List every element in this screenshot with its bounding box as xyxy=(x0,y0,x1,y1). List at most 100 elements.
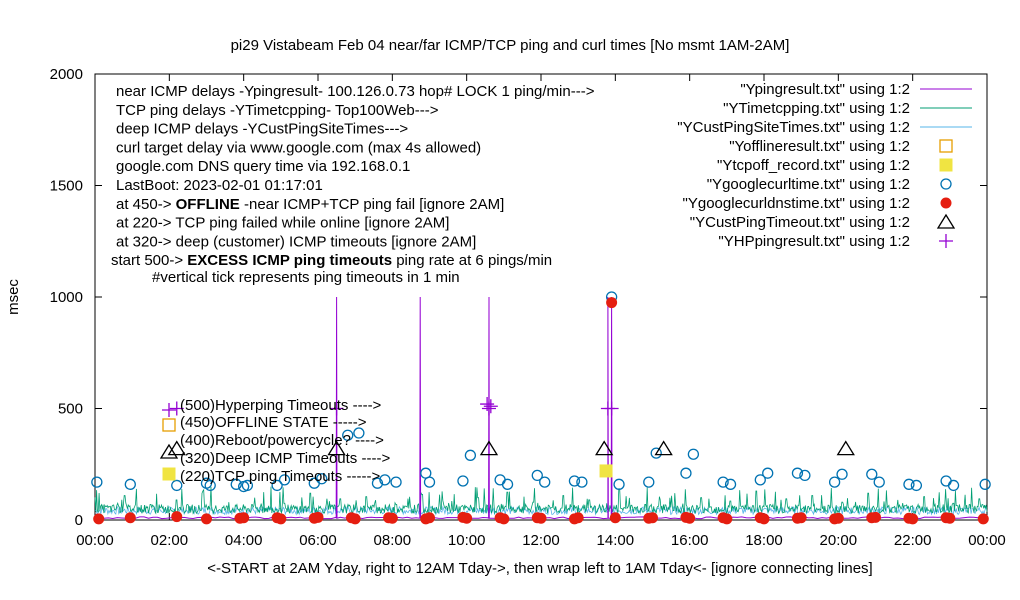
curl-time-point xyxy=(643,476,655,488)
curl-time-point xyxy=(940,475,952,487)
curl-time-point xyxy=(271,479,283,492)
key-note: (450)OFFLINE STATE -----> xyxy=(180,414,367,431)
x-tick-label: 08:00 xyxy=(374,532,412,549)
x-tick-label: 14:00 xyxy=(597,532,635,549)
x-tick-label: 02:00 xyxy=(151,532,189,549)
legend-label: "Ygooglecurldnstime.txt" using 1:2 xyxy=(683,195,910,212)
curl-time-point xyxy=(494,474,506,486)
x-tick-label: 10:00 xyxy=(448,532,486,549)
info-line: TCP ping delays -YTimetcpping- Top100Web… xyxy=(116,102,439,119)
curl-time-point xyxy=(204,479,216,492)
curl-time-point xyxy=(379,474,391,486)
curl-time-point xyxy=(539,476,551,488)
x-tick-label: 18:00 xyxy=(745,532,783,549)
legend-label: "Yofflineresult.txt" using 1:2 xyxy=(729,138,910,155)
status-line: at 220-> TCP ping failed while online [i… xyxy=(116,215,449,232)
dns-time-point xyxy=(124,512,136,524)
y-tick-label: 1000 xyxy=(50,289,83,306)
curl-time-point xyxy=(531,469,543,482)
info-line: deep ICMP delays -YCustPingSiteTimes---> xyxy=(116,121,408,138)
dns-time-point xyxy=(870,511,881,523)
curl-time-point xyxy=(230,478,242,490)
legend-label: "YCustPingTimeout.txt" using 1:2 xyxy=(690,214,910,231)
curl-time-point xyxy=(979,478,991,490)
curl-time-point xyxy=(799,469,811,482)
legend-label: "Ypingresult.txt" using 1:2 xyxy=(740,81,910,98)
key-note: (400)Reboot/powercycle? ----> xyxy=(180,432,384,449)
dns-time-point xyxy=(647,512,658,524)
y-tick-label: 2000 xyxy=(50,66,83,83)
curl-time-point xyxy=(464,449,477,461)
dns-time-point xyxy=(171,511,183,523)
legend-label: "Ytcpoff_record.txt" using 1:2 xyxy=(717,157,910,174)
dns-time-point xyxy=(535,512,547,524)
key-deep-marker xyxy=(159,443,179,459)
status-line: at 450-> OFFLINE -near ICMP+TCP ping fai… xyxy=(116,196,504,213)
hyperping-timeout-point xyxy=(604,401,619,416)
x-tick-label: 00:00 xyxy=(968,532,1006,549)
dns-time-point xyxy=(832,512,844,524)
dns-time-point xyxy=(275,513,287,525)
dns-time-point xyxy=(606,297,618,309)
hyperping-timeout-point xyxy=(169,401,184,416)
legend-label: "YCustPingSiteTimes.txt" using 1:2 xyxy=(677,119,910,136)
x-tick-label: 06:00 xyxy=(299,532,337,549)
curl-time-point xyxy=(836,468,848,480)
curl-time-point xyxy=(828,476,841,488)
x-tick-label: 12:00 xyxy=(522,532,560,549)
info-line: LastBoot: 2023-02-01 01:17:01 xyxy=(116,177,323,194)
status-line: start 500-> EXCESS ICMP ping timeouts pi… xyxy=(111,252,552,269)
curl-time-point xyxy=(371,477,384,489)
dns-time-point xyxy=(312,511,324,523)
curl-time-point xyxy=(762,467,774,479)
curl-time-point xyxy=(124,478,136,490)
curl-time-point xyxy=(717,476,729,488)
curl-time-point xyxy=(171,479,183,492)
key-note: (500)Hyperping Timeouts ----> xyxy=(180,397,382,414)
deep-timeout-point xyxy=(595,440,614,456)
x-tick-label: 00:00 xyxy=(76,532,114,549)
curl-time-point xyxy=(423,476,436,488)
legend-label: "YTimetcpping.txt" using 1:2 xyxy=(723,100,910,117)
curl-time-point xyxy=(680,467,692,479)
legend-marker xyxy=(939,139,953,153)
key-note: (220)TCP ping Timeouts -----> xyxy=(180,468,380,485)
curl-time-point xyxy=(501,478,514,490)
y-tick-label: 500 xyxy=(58,401,83,418)
dns-time-point xyxy=(572,512,584,524)
x-tick-label: 22:00 xyxy=(894,532,932,549)
dns-time-point xyxy=(684,512,696,524)
y-axis-label: msec xyxy=(5,279,22,315)
curl-time-point xyxy=(866,468,878,480)
curl-time-point xyxy=(278,474,291,486)
chart-title: pi29 Vistabeam Feb 04 near/far ICMP/TCP … xyxy=(231,37,790,54)
curl-time-point xyxy=(576,476,588,488)
dns-time-point xyxy=(386,512,398,524)
dns-time-point xyxy=(201,513,212,525)
tcp-off-point xyxy=(599,464,613,478)
key-offline-marker xyxy=(162,418,176,432)
curl-time-point xyxy=(316,473,328,485)
curl-time-point xyxy=(241,479,254,492)
deep-timeout-point xyxy=(654,440,673,456)
dns-time-point xyxy=(977,513,989,525)
dns-time-point xyxy=(721,513,733,525)
legend-label: "Ygooglecurltime.txt" using 1:2 xyxy=(707,176,910,193)
hyperping-timeout-point xyxy=(481,401,496,416)
curl-time-point xyxy=(342,429,354,441)
dns-time-point xyxy=(424,512,435,524)
dns-time-point xyxy=(461,512,473,524)
legend-marker xyxy=(936,213,956,229)
curl-time-point xyxy=(568,475,581,487)
deep-timeout-point xyxy=(479,440,499,456)
dns-time-point xyxy=(944,512,956,524)
dns-time-point xyxy=(907,513,919,525)
curl-time-point xyxy=(873,476,885,488)
deep-timeout-point xyxy=(836,440,855,456)
dns-time-point xyxy=(758,513,770,525)
curl-time-point xyxy=(650,447,662,459)
curl-time-point xyxy=(390,476,402,488)
info-line: google.com DNS query time via 192.168.0.… xyxy=(116,158,410,175)
